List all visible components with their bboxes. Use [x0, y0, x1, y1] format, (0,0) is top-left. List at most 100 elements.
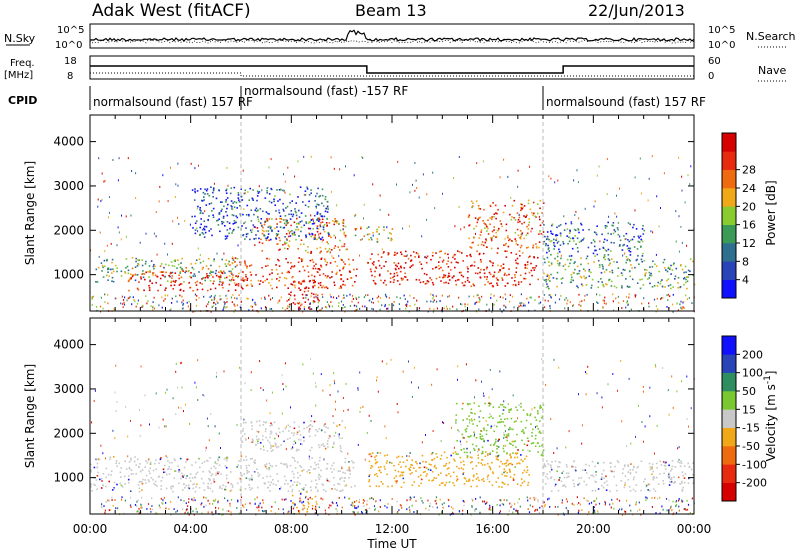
data-point — [328, 438, 330, 440]
data-point — [525, 265, 527, 267]
data-point — [161, 485, 163, 487]
data-point — [446, 263, 448, 265]
data-point — [657, 308, 658, 310]
power-colorbar-label: Power [dB] — [764, 180, 778, 245]
data-point — [479, 421, 481, 423]
data-point — [308, 469, 310, 471]
data-point — [324, 287, 326, 289]
data-point — [433, 309, 434, 311]
data-point — [298, 308, 299, 310]
data-point — [310, 358, 311, 360]
data-point — [242, 277, 244, 279]
data-point — [204, 461, 206, 463]
data-point — [116, 460, 118, 462]
data-point — [571, 255, 573, 257]
data-point — [309, 472, 311, 474]
data-point — [541, 233, 543, 235]
data-point — [405, 255, 407, 257]
data-point — [266, 279, 268, 281]
data-point — [244, 473, 246, 475]
data-point — [504, 475, 506, 477]
data-point — [613, 261, 615, 263]
data-point — [488, 474, 490, 476]
data-point — [532, 506, 533, 508]
data-point — [162, 503, 163, 505]
data-point — [371, 420, 372, 422]
data-point — [344, 497, 345, 499]
data-point — [263, 502, 264, 504]
data-point — [656, 477, 658, 479]
data-point — [294, 285, 296, 287]
data-point — [274, 228, 276, 230]
data-point — [186, 475, 188, 477]
data-point — [609, 271, 611, 273]
data-point — [498, 406, 500, 408]
data-point — [230, 193, 232, 195]
data-point — [520, 236, 522, 238]
data-point — [490, 274, 492, 276]
data-point — [394, 273, 396, 275]
data-point — [211, 210, 213, 212]
data-point — [318, 477, 320, 479]
data-point — [646, 485, 648, 487]
data-point — [500, 510, 501, 512]
data-point — [207, 418, 208, 420]
data-point — [560, 244, 562, 246]
data-point — [317, 225, 319, 227]
data-point — [570, 282, 572, 284]
data-point — [149, 271, 151, 273]
data-point — [274, 195, 276, 197]
data-point — [444, 502, 445, 504]
data-point — [506, 256, 508, 258]
data-point — [541, 417, 543, 419]
data-point — [289, 194, 291, 196]
data-point — [688, 426, 689, 428]
data-point — [468, 238, 470, 240]
data-point — [156, 392, 157, 394]
data-point — [270, 425, 272, 427]
data-point — [627, 471, 629, 473]
data-point — [264, 221, 265, 223]
data-point — [684, 307, 685, 309]
data-point — [268, 240, 270, 242]
data-point — [602, 406, 603, 408]
data-point — [529, 297, 530, 299]
data-point — [504, 468, 506, 470]
data-point — [675, 276, 677, 278]
data-point — [297, 302, 298, 304]
data-point — [678, 500, 679, 502]
data-point — [199, 234, 201, 236]
data-point — [274, 204, 276, 206]
data-point — [339, 497, 340, 499]
data-point — [195, 491, 197, 493]
data-point — [581, 477, 583, 479]
data-point — [203, 196, 205, 198]
data-point — [112, 159, 113, 161]
data-point — [256, 468, 258, 470]
data-point — [314, 238, 316, 240]
data-point — [270, 465, 272, 467]
data-point — [135, 504, 136, 506]
data-point — [90, 483, 92, 485]
data-point — [225, 211, 227, 213]
data-point — [445, 465, 447, 467]
data-point — [650, 273, 652, 275]
data-point — [160, 459, 162, 461]
data-point — [460, 272, 462, 274]
data-point — [165, 471, 167, 473]
data-point — [294, 422, 296, 424]
data-point — [403, 482, 405, 484]
data-point — [107, 271, 109, 273]
data-point — [334, 435, 336, 437]
data-point — [312, 287, 314, 289]
data-point — [234, 207, 236, 209]
data-point — [414, 162, 415, 164]
data-point — [115, 507, 116, 509]
data-point — [472, 468, 474, 470]
data-point — [130, 504, 131, 506]
data-point — [294, 441, 296, 443]
data-point — [393, 282, 395, 284]
data-point — [404, 273, 406, 275]
data-point — [151, 305, 152, 307]
data-point — [288, 424, 290, 426]
